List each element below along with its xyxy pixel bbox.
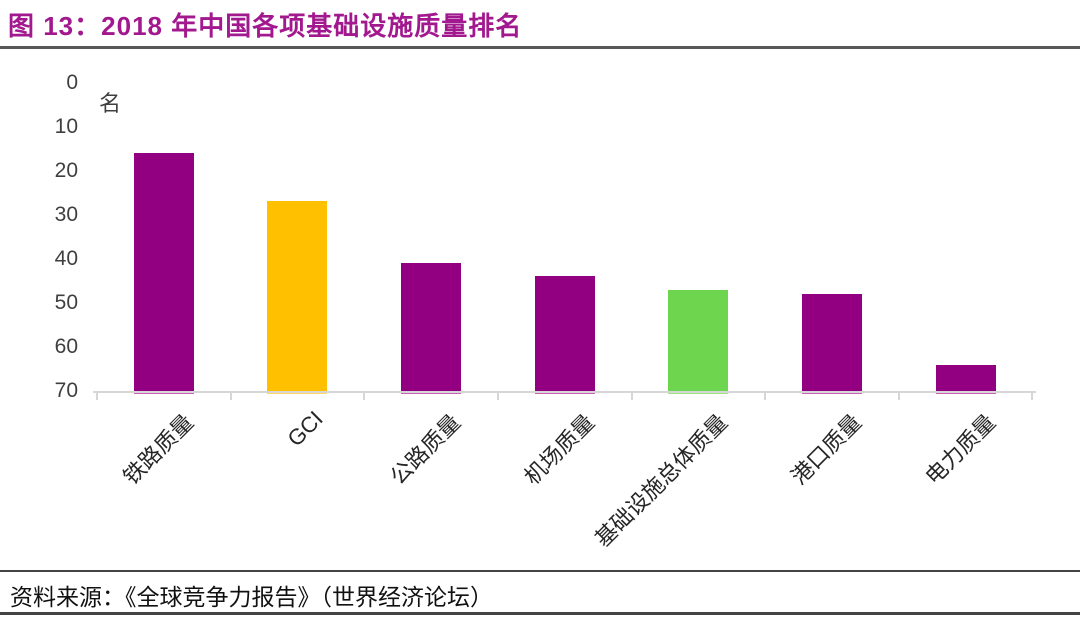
x-axis-tick	[496, 392, 499, 400]
title-divider	[0, 46, 1080, 49]
y-axis-tick-label: 70	[54, 379, 78, 402]
footer-divider	[0, 570, 1080, 572]
bar	[801, 294, 862, 394]
y-axis-tick-label: 50	[54, 290, 78, 314]
x-axis-label: 电力质量	[919, 409, 1000, 490]
x-axis-tick	[229, 392, 232, 400]
y-axis-tick-label: 20	[54, 158, 78, 182]
x-axis-label: 基础设施总体质量	[590, 409, 733, 552]
bar	[935, 364, 996, 394]
figure-title: 图 13：2018 年中国各项基础设施质量排名	[8, 11, 523, 41]
x-axis-label: 公路质量	[385, 409, 466, 490]
x-axis-tick	[363, 392, 366, 400]
bar	[267, 201, 328, 394]
y-axis-tick-label: 60	[54, 334, 78, 358]
x-axis-line	[93, 391, 1037, 393]
y-axis-tick-label: 40	[54, 246, 78, 270]
bar	[534, 276, 595, 394]
y-axis-tick-label: 10	[54, 114, 78, 138]
x-axis-tick	[96, 392, 98, 400]
x-axis-tick	[1031, 392, 1034, 400]
y-axis-tick-label: 0	[66, 70, 78, 94]
x-axis-tick	[630, 392, 633, 400]
y-axis-unit-label: 名	[99, 91, 122, 116]
x-axis-label: 机场质量	[519, 409, 599, 490]
bar	[401, 263, 462, 394]
y-axis-tick-label: 30	[54, 202, 78, 226]
bar	[133, 153, 194, 394]
x-axis-tick	[764, 392, 767, 400]
x-axis-label: 港口质量	[786, 409, 867, 490]
bottom-border	[0, 612, 1080, 615]
x-axis-tick	[897, 392, 900, 400]
source-text: 资料来源：《全球竞争力报告》（世界经济论坛）	[10, 585, 493, 610]
x-axis-label: GCI	[282, 406, 329, 452]
x-axis-label: 铁路质量	[118, 409, 199, 490]
bar	[668, 289, 729, 394]
